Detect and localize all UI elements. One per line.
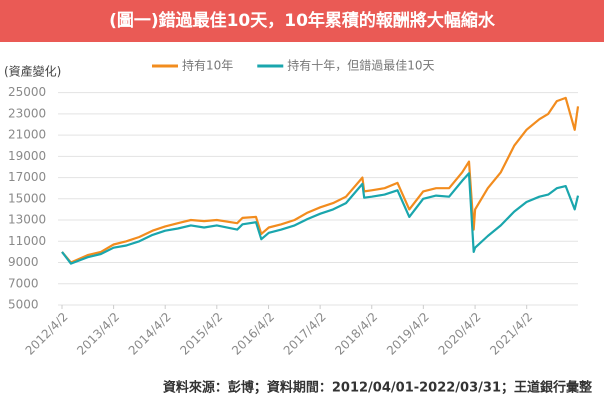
- series-line: [61, 172, 580, 265]
- x-tick-label: 2013/4/2: [74, 310, 122, 358]
- x-tick-label: 2014/4/2: [126, 310, 174, 358]
- legend-label: 持有十年，但錯過最佳10天: [287, 58, 434, 73]
- y-tick-label: 21000: [8, 128, 46, 142]
- source-note: 資料來源：彭博；資料期間：2012/04/01-2022/03/31；王道銀行彙…: [163, 380, 593, 396]
- y-tick-label: 9000: [8, 255, 39, 269]
- x-tick-label: 2016/4/2: [229, 310, 277, 358]
- series-line: [61, 96, 580, 264]
- x-tick-label: 2018/4/2: [332, 310, 380, 358]
- y-tick-label: 19000: [8, 149, 46, 163]
- y-tick-label: 5000: [8, 298, 39, 312]
- x-tick-label: 2021/4/2: [487, 310, 535, 358]
- y-tick-label: 11000: [8, 234, 46, 248]
- chart-title: (圖一)錯過最佳10天，10年累積的報酬將大幅縮水: [109, 10, 496, 31]
- title-banner: [0, 0, 604, 42]
- legend-label: 持有10年: [182, 58, 233, 73]
- x-tick-label: 2020/4/2: [436, 310, 484, 358]
- y-tick-label: 23000: [8, 106, 46, 120]
- y-tick-label: 15000: [8, 191, 46, 205]
- y-tick-label: 25000: [8, 85, 46, 99]
- x-tick-label: 2012/4/2: [23, 310, 71, 358]
- y-tick-label: 17000: [8, 170, 46, 184]
- y-tick-label: 7000: [8, 276, 39, 290]
- x-tick-label: 2017/4/2: [281, 310, 329, 358]
- y-axis-label: (資產變化): [4, 64, 61, 79]
- y-tick-label: 13000: [8, 213, 46, 227]
- x-tick-label: 2015/4/2: [177, 310, 225, 358]
- x-tick-label: 2019/4/2: [384, 310, 432, 358]
